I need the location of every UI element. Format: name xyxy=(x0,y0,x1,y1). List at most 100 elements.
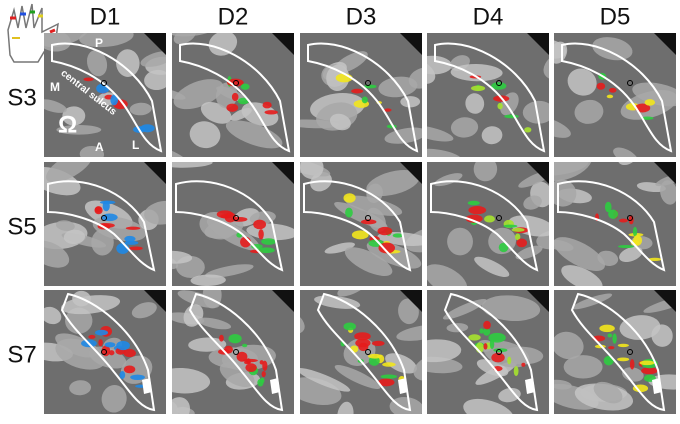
gyrus-patch xyxy=(65,307,93,334)
peak-marker xyxy=(627,80,633,86)
sulcus-outline xyxy=(303,180,412,272)
activation xyxy=(514,233,521,241)
gyrus-patch xyxy=(522,100,549,124)
activation xyxy=(224,345,233,354)
gyrus-patch xyxy=(400,96,421,108)
corner xyxy=(144,33,166,55)
activation xyxy=(343,322,357,331)
peak-marker xyxy=(627,349,633,355)
peak-marker xyxy=(496,80,502,86)
gyrus-patch xyxy=(225,120,283,149)
gyrus-patch xyxy=(593,381,623,404)
activation xyxy=(351,230,369,240)
gyrus-patch xyxy=(554,39,567,59)
gyrus-patch xyxy=(523,195,542,210)
gyrus-patch xyxy=(447,227,473,256)
tile-grid xyxy=(44,33,676,414)
gyrus-patch xyxy=(173,79,224,110)
activation xyxy=(507,356,512,365)
gyrus-patch xyxy=(44,33,71,52)
activation xyxy=(513,366,519,377)
corner xyxy=(654,33,676,55)
activation xyxy=(258,229,264,240)
brain-tile xyxy=(300,162,422,286)
gyrus-patch xyxy=(622,367,644,382)
gyrus-patch xyxy=(571,293,613,310)
corner xyxy=(654,162,676,184)
brain-tile xyxy=(554,33,676,157)
gyrus-patch xyxy=(384,127,422,144)
corner xyxy=(527,290,549,312)
gyrus-patch xyxy=(498,387,521,403)
gyrus-patch xyxy=(63,229,86,245)
peak-marker xyxy=(233,80,239,86)
gyrus-patch xyxy=(554,116,571,138)
corner xyxy=(144,290,166,312)
gyrus-patch xyxy=(427,356,463,374)
gyrus-patch xyxy=(44,240,70,268)
gyrus-patch xyxy=(554,379,572,390)
gyrus-patch xyxy=(172,367,211,394)
gyrus-patch xyxy=(450,63,503,82)
activation xyxy=(392,233,404,238)
gyrus-patch xyxy=(324,242,355,254)
brain-tile xyxy=(44,290,166,414)
activation xyxy=(378,242,396,254)
activation xyxy=(524,127,532,133)
gyrus-patch xyxy=(427,264,468,286)
activation xyxy=(382,362,396,367)
activation xyxy=(516,238,528,248)
activation xyxy=(262,101,272,109)
sulcus-outline xyxy=(561,42,673,153)
gyrus-patch xyxy=(208,33,238,56)
activation xyxy=(608,209,619,219)
gyrus-patch xyxy=(619,315,661,340)
column-label: D2 xyxy=(218,3,249,30)
gyrus-patch xyxy=(481,295,541,322)
activation xyxy=(94,329,109,336)
activation xyxy=(351,88,364,94)
activation xyxy=(240,83,250,90)
gyrus-patch xyxy=(56,125,102,135)
activation xyxy=(599,324,615,333)
sulcus-outline xyxy=(307,42,419,153)
peak-marker xyxy=(101,80,107,86)
brain-tile xyxy=(300,290,422,414)
gyrus-patch xyxy=(366,170,420,197)
gyrus-patch xyxy=(337,290,370,297)
gyrus-patch xyxy=(79,145,105,157)
peak-marker xyxy=(365,215,371,221)
activation xyxy=(98,339,103,347)
gyrus-patch xyxy=(389,397,422,414)
activation xyxy=(641,367,658,375)
gyrus-patch xyxy=(44,99,67,113)
gyrus-patch xyxy=(55,220,75,231)
activation xyxy=(123,349,136,358)
gyrus-patch xyxy=(554,331,584,360)
gyrus-patch xyxy=(116,49,140,77)
activation xyxy=(380,374,398,379)
activation xyxy=(231,92,239,102)
activation xyxy=(617,343,630,348)
column-label: D5 xyxy=(600,3,631,30)
corner xyxy=(527,162,549,184)
gyrus-patch xyxy=(101,385,127,413)
activation xyxy=(262,360,268,371)
activation xyxy=(483,327,491,336)
activation xyxy=(245,363,257,373)
gyrus-patch xyxy=(554,239,574,252)
gyrus-patch xyxy=(613,147,638,157)
activation xyxy=(465,214,483,223)
sulcus-outline xyxy=(570,292,666,412)
activation xyxy=(608,346,615,350)
activation xyxy=(618,244,635,249)
gyrus-patch xyxy=(561,265,603,286)
activation xyxy=(484,215,496,223)
row-label: S5 xyxy=(7,213,36,240)
activation xyxy=(483,343,488,350)
activation xyxy=(358,342,369,352)
activation xyxy=(491,352,505,363)
column-label: D4 xyxy=(473,3,504,30)
gyrus-patch xyxy=(314,295,361,309)
brain-tile xyxy=(172,33,294,157)
